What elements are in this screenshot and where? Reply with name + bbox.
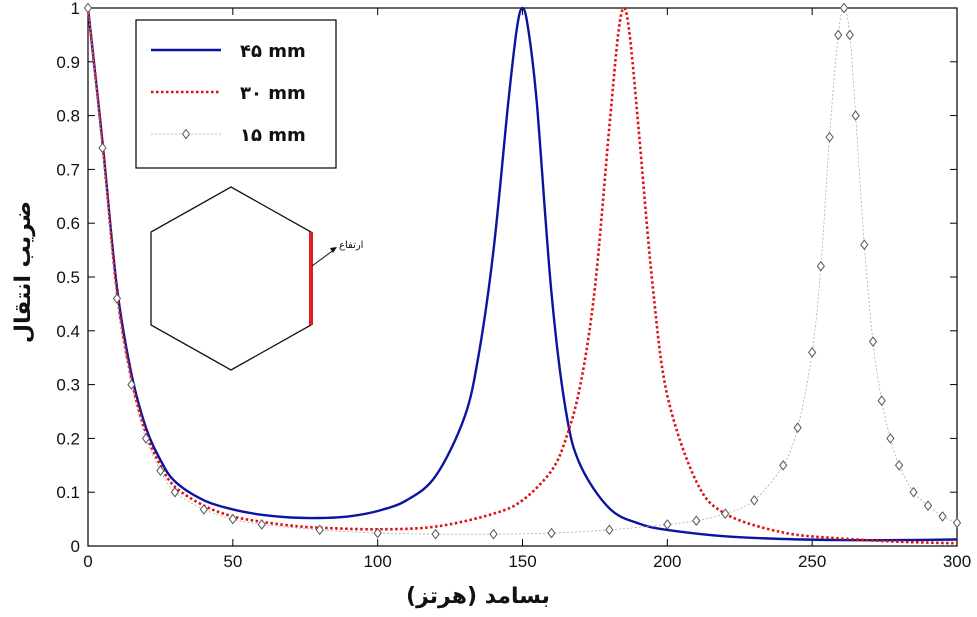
x-tick-label: 150	[508, 552, 536, 571]
height-arrow	[311, 248, 336, 267]
data-point	[909, 486, 918, 498]
data-point	[952, 517, 962, 529]
data-point	[141, 433, 151, 444]
data-point	[834, 29, 843, 41]
x-tick-label: 200	[653, 552, 681, 571]
y-tick-label: 0.9	[56, 53, 80, 72]
series-line	[86, 6, 958, 545]
data-point	[228, 513, 237, 525]
y-tick-label: 0.6	[56, 214, 80, 233]
legend-item: ۴۵ mm	[151, 41, 306, 62]
data-point	[923, 500, 933, 511]
data-point	[199, 504, 209, 515]
legend-box	[135, 19, 337, 169]
y-axis-label: ضریب انتقال	[11, 201, 36, 343]
data-point	[431, 528, 440, 540]
x-tick-label: 0	[83, 552, 92, 571]
inset-label: ارتفاع	[339, 240, 363, 251]
data-point	[938, 511, 947, 522]
y-tick-label: 0.4	[56, 322, 80, 341]
data-point	[808, 347, 817, 358]
data-point	[257, 519, 266, 530]
legend-marker	[181, 128, 191, 140]
y-tick-label: 0.3	[56, 376, 80, 395]
data-point	[721, 508, 730, 520]
y-tick-label: 0.2	[56, 429, 80, 448]
data-point	[127, 379, 136, 390]
data-point	[156, 465, 165, 476]
series-2	[86, 6, 958, 545]
data-point	[112, 293, 122, 304]
x-axis-label: بسامد (هرتز)	[406, 584, 550, 609]
x-tick-label: 300	[943, 552, 971, 571]
y-tick-label: 0.8	[56, 107, 80, 126]
data-point	[98, 142, 107, 154]
data-point	[692, 515, 701, 527]
legend-label: ۱۵ mm	[240, 125, 306, 146]
series-line	[86, 6, 958, 542]
data-point	[851, 110, 860, 121]
data-point	[373, 527, 382, 539]
data-point	[894, 459, 904, 471]
legend-item: ۱۵ mm	[151, 125, 306, 146]
x-tick-label: 50	[223, 552, 242, 571]
legend-item: ۳۰ mm	[151, 83, 306, 104]
data-point	[793, 422, 802, 433]
x-tick-label: 100	[363, 552, 391, 571]
data-point	[605, 524, 614, 536]
legend-label: ۳۰ mm	[240, 83, 306, 104]
y-tick-label: 0	[71, 537, 80, 556]
data-point	[825, 131, 834, 143]
data-point	[868, 336, 878, 347]
series-3	[83, 2, 962, 540]
height-arrow-head	[330, 247, 337, 253]
data-point	[489, 528, 498, 540]
data-point	[750, 494, 759, 506]
hexagon-inset: ارتفاع	[150, 186, 363, 371]
legend: ۴۵ mm ۳۰ mm ۱۵ mm	[135, 19, 337, 169]
data-point	[845, 29, 854, 41]
y-tick-label: 0.1	[56, 483, 80, 502]
data-point	[315, 524, 324, 536]
data-point	[860, 239, 869, 251]
data-point	[83, 2, 93, 14]
y-tick-label: 1	[71, 0, 80, 18]
series-line	[87, 7, 958, 535]
data-point	[779, 459, 788, 471]
y-tick-label: 0.7	[56, 160, 80, 179]
data-point	[663, 519, 672, 530]
legend-label: ۴۵ mm	[240, 41, 306, 62]
data-point	[816, 260, 825, 272]
series-1	[86, 6, 958, 542]
x-tick-label: 250	[798, 552, 826, 571]
data-point	[839, 2, 849, 14]
data-point	[877, 395, 886, 407]
data-point	[547, 527, 556, 539]
axes: 0 50 100 150 200 250 300 0 0.1 0.2 0.3 0.4 0.5 0.6 0.7…	[56, 0, 971, 571]
data-point	[170, 486, 180, 498]
series-layer	[83, 2, 962, 545]
y-tick-label: 0.5	[56, 268, 80, 287]
data-point	[886, 433, 895, 444]
hexagon-shape	[150, 186, 312, 371]
